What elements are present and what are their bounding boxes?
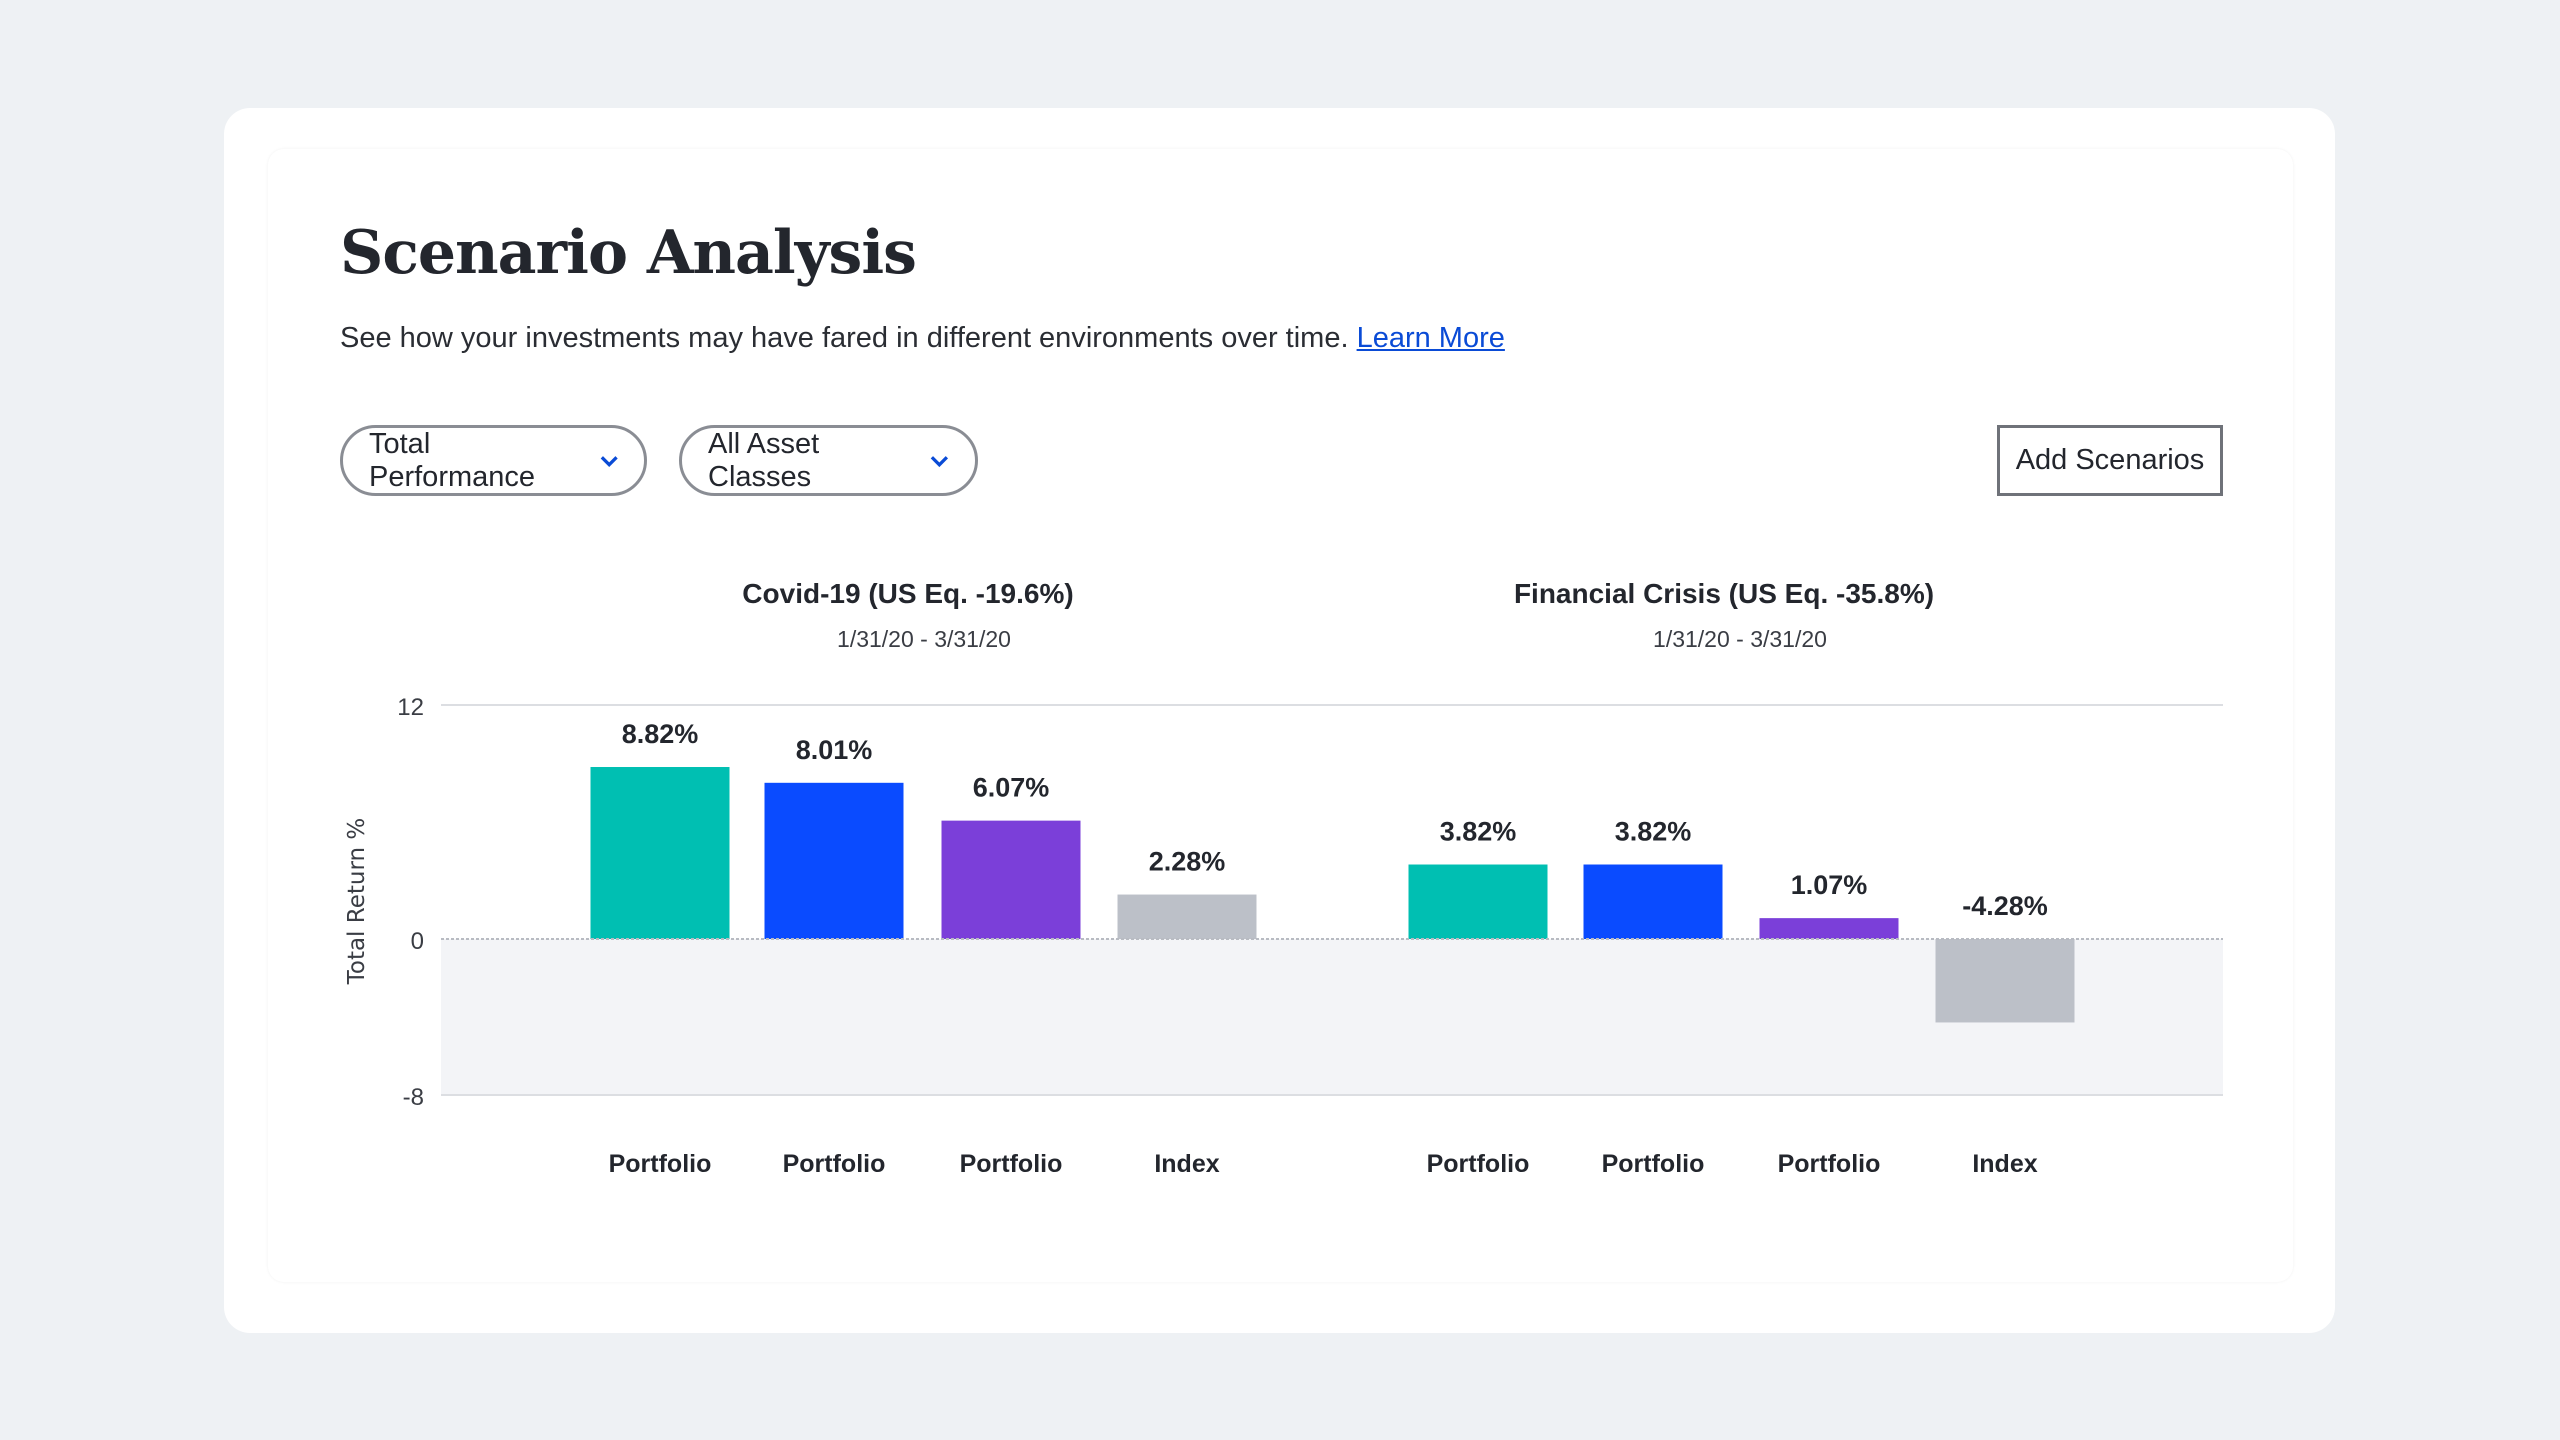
page-title: Scenario Analysis: [340, 218, 917, 288]
add-scenarios-button[interactable]: Add Scenarios: [1997, 425, 2223, 496]
bar: [1935, 939, 2075, 1023]
add-scenarios-label: Add Scenarios: [2015, 444, 2205, 476]
scenario-dates: 1/31/20 - 3/31/20: [837, 626, 1011, 652]
bar: [1759, 918, 1899, 939]
scenario-title: Covid-19 (US Eq. -19.6%): [742, 578, 1073, 609]
asset-class-dropdown-label: All Asset Classes: [708, 427, 820, 493]
bar-value-label: 3.82%: [1440, 817, 1517, 847]
bar-value-label: 6.07%: [973, 773, 1050, 803]
bar: [764, 782, 904, 939]
category-label: Index: [1972, 1150, 2037, 1178]
bar-value-label: -4.28%: [1962, 891, 2048, 921]
bar: [1117, 894, 1257, 939]
bar: [1408, 864, 1548, 939]
asset-class-dropdown[interactable]: All Asset Classes: [679, 425, 978, 496]
bar-value-label: 3.82%: [1615, 817, 1692, 847]
page-subtitle: See how your investments may have fared …: [340, 322, 1505, 355]
bar-value-label: 1.07%: [1791, 870, 1868, 900]
category-label: Portfolio: [1602, 1150, 1705, 1178]
category-label: Portfolio: [609, 1150, 712, 1178]
performance-dropdown-label: Total Performance: [369, 427, 536, 493]
subtitle-text: See how your investments may have fared …: [340, 322, 1349, 354]
chevron-down-icon: [600, 455, 618, 467]
bar-value-label: 8.82%: [622, 719, 699, 749]
category-label: Portfolio: [1427, 1150, 1530, 1178]
category-label: Portfolio: [1778, 1150, 1881, 1178]
y-tick-label: -8: [403, 1084, 424, 1111]
y-axis-label: Total Return %: [344, 818, 370, 986]
bar: [590, 767, 730, 939]
category-label: Portfolio: [783, 1150, 886, 1178]
category-label: Index: [1154, 1150, 1219, 1178]
chevron-down-icon: [930, 455, 949, 467]
scenario-title: Financial Crisis (US Eq. -35.8%): [1514, 578, 1934, 609]
bar: [941, 820, 1081, 939]
scenario-dates: 1/31/20 - 3/31/20: [1653, 626, 1827, 652]
performance-dropdown[interactable]: Total Performance: [340, 425, 647, 496]
bar-value-label: 2.28%: [1149, 847, 1226, 877]
bar-value-label: 8.01%: [796, 735, 873, 765]
category-label: Portfolio: [960, 1150, 1063, 1178]
negative-region: [441, 939, 2223, 1095]
bar: [1583, 864, 1723, 939]
y-tick-label: 0: [411, 928, 424, 955]
learn-more-link[interactable]: Learn More: [1356, 322, 1505, 354]
y-tick-label: 12: [397, 694, 424, 721]
